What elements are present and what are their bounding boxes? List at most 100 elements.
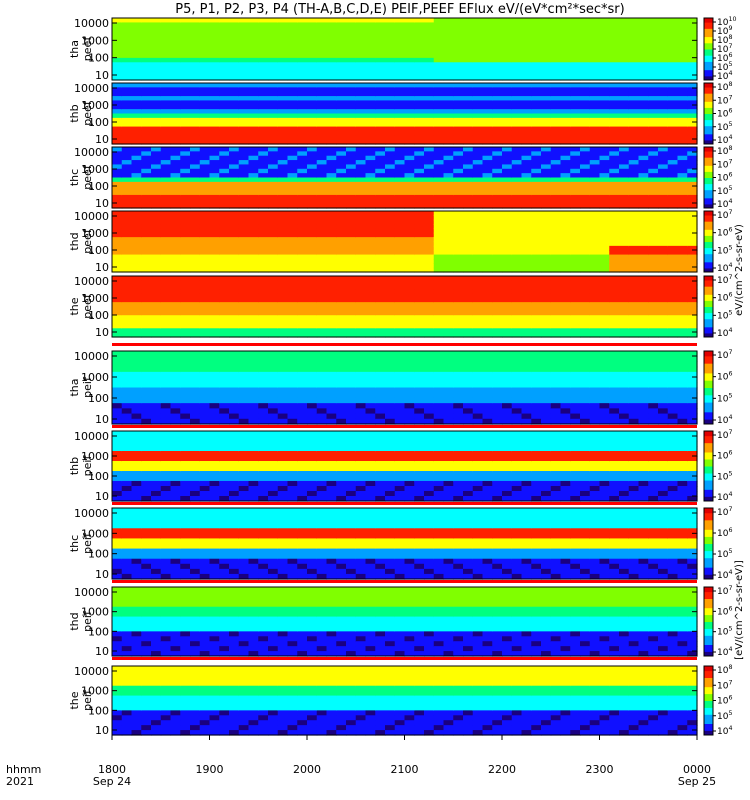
heatmap-cell	[424, 418, 435, 425]
heatmap-cell	[658, 315, 669, 321]
heatmap-cell	[463, 280, 474, 286]
heatmap-cell	[492, 190, 503, 196]
heatmap-cell	[121, 190, 133, 196]
heatmap-cell	[287, 392, 298, 399]
heatmap-cell	[375, 392, 386, 399]
heatmap-cell	[580, 155, 591, 161]
heatmap-cell	[492, 83, 503, 88]
heatmap-cell	[316, 113, 328, 119]
heatmap-cell	[307, 87, 318, 93]
heatmap-cell	[316, 18, 328, 24]
heatmap-cell	[112, 306, 123, 312]
heatmap-cell	[628, 18, 640, 24]
heatmap-cell	[502, 302, 513, 308]
heatmap-cell	[385, 49, 396, 55]
heatmap-cell	[550, 203, 562, 209]
heatmap-cell	[404, 173, 415, 179]
heatmap-cell	[482, 297, 493, 303]
heatmap-cell	[170, 194, 181, 200]
heatmap-cell	[472, 22, 484, 28]
heatmap-cell	[531, 35, 542, 41]
heatmap-cell	[580, 71, 591, 77]
heatmap-cell	[258, 100, 269, 106]
heatmap-cell	[628, 75, 640, 81]
heatmap-cell	[268, 75, 279, 81]
heatmap-cell	[472, 31, 484, 37]
heatmap-cell	[687, 186, 698, 192]
heatmap-cell	[307, 356, 318, 363]
heatmap-cell	[141, 113, 152, 119]
heatmap-cell	[511, 109, 523, 115]
heatmap-cell	[112, 147, 123, 152]
heatmap-cell	[404, 371, 415, 378]
heatmap-cell	[521, 194, 532, 200]
heatmap-cell	[580, 62, 591, 68]
heatmap-cell	[580, 96, 591, 102]
heatmap-cell	[151, 263, 162, 269]
heatmap-cell	[268, 26, 279, 32]
heatmap-cell	[433, 306, 445, 312]
heatmap-cell	[394, 31, 406, 37]
colorbar-segment	[704, 221, 713, 224]
heatmap-cell	[550, 280, 562, 286]
heatmap-cell	[258, 181, 269, 187]
heatmap-cell	[560, 254, 571, 260]
heatmap-cell	[599, 258, 610, 264]
heatmap-cell	[385, 319, 396, 325]
heatmap-cell	[638, 186, 649, 192]
heatmap-cell	[326, 211, 337, 216]
heatmap-cell	[472, 62, 484, 68]
heatmap-cell	[570, 96, 581, 102]
heatmap-cell	[531, 155, 542, 161]
heatmap-cell	[141, 168, 152, 174]
heatmap-cell	[404, 315, 415, 321]
heatmap-cell	[511, 22, 523, 28]
heatmap-cell	[463, 104, 474, 110]
heatmap-cell	[297, 160, 308, 166]
heatmap-cell	[433, 139, 445, 145]
heatmap-cell	[609, 31, 620, 37]
heatmap-cell	[248, 96, 259, 102]
heatmap-cell	[628, 87, 640, 93]
heatmap-cell	[560, 62, 571, 68]
heatmap-cell	[336, 62, 347, 68]
heatmap-cell	[502, 203, 513, 209]
heatmap-cell	[316, 332, 328, 338]
heatmap-cell	[414, 26, 425, 32]
heatmap-cell	[511, 113, 523, 119]
heatmap-cell	[287, 104, 298, 110]
heatmap-cell	[667, 289, 679, 295]
heatmap-cell	[414, 31, 425, 37]
heatmap-cell	[502, 122, 513, 128]
heatmap-cell	[336, 258, 347, 264]
heatmap-cell	[287, 31, 298, 37]
heatmap-cell	[394, 203, 406, 209]
heatmap-cell	[404, 109, 415, 115]
heatmap-cell	[531, 22, 542, 28]
heatmap-cell	[570, 126, 581, 132]
heatmap-cell	[365, 49, 376, 55]
colorbar-segment	[704, 312, 713, 316]
heatmap-cell	[404, 310, 415, 316]
heatmap-cell	[443, 53, 454, 59]
heatmap-cell	[160, 351, 172, 357]
heatmap-cell	[424, 254, 435, 260]
heatmap-cell	[472, 181, 484, 187]
heatmap-cell	[190, 44, 201, 50]
heatmap-cell	[268, 371, 279, 378]
colorbar-tick-label: 105	[717, 121, 732, 133]
heatmap-cell	[541, 173, 552, 179]
heatmap-cell	[433, 328, 445, 334]
colorbar-segment	[704, 328, 713, 332]
heatmap-cell	[677, 241, 688, 247]
heatmap-cell	[248, 315, 259, 321]
heatmap-cell	[355, 392, 367, 399]
heatmap-cell	[502, 319, 513, 325]
heatmap-cell	[170, 413, 181, 420]
heatmap-cell	[385, 96, 396, 102]
heatmap-cell	[648, 250, 659, 256]
heatmap-cell	[609, 263, 620, 269]
heatmap-cell	[248, 356, 259, 363]
heatmap-cell	[502, 241, 513, 247]
